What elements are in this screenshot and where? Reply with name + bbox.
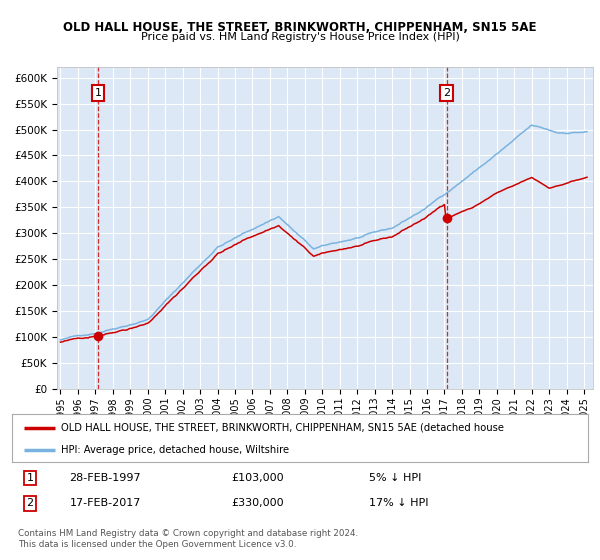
Text: £103,000: £103,000 — [231, 473, 284, 483]
Text: £330,000: £330,000 — [231, 498, 284, 508]
Text: OLD HALL HOUSE, THE STREET, BRINKWORTH, CHIPPENHAM, SN15 5AE (detached house: OLD HALL HOUSE, THE STREET, BRINKWORTH, … — [61, 423, 504, 433]
Text: Price paid vs. HM Land Registry's House Price Index (HPI): Price paid vs. HM Land Registry's House … — [140, 32, 460, 43]
Text: 1: 1 — [95, 88, 101, 98]
Text: 1: 1 — [26, 473, 34, 483]
Text: OLD HALL HOUSE, THE STREET, BRINKWORTH, CHIPPENHAM, SN15 5AE: OLD HALL HOUSE, THE STREET, BRINKWORTH, … — [63, 21, 537, 34]
Text: 2: 2 — [26, 498, 34, 508]
Text: 2: 2 — [443, 88, 450, 98]
Text: 5% ↓ HPI: 5% ↓ HPI — [369, 473, 421, 483]
Text: 28-FEB-1997: 28-FEB-1997 — [70, 473, 141, 483]
Text: 17% ↓ HPI: 17% ↓ HPI — [369, 498, 428, 508]
Text: 17-FEB-2017: 17-FEB-2017 — [70, 498, 141, 508]
Text: Contains HM Land Registry data © Crown copyright and database right 2024.
This d: Contains HM Land Registry data © Crown c… — [18, 529, 358, 549]
Text: HPI: Average price, detached house, Wiltshire: HPI: Average price, detached house, Wilt… — [61, 445, 289, 455]
